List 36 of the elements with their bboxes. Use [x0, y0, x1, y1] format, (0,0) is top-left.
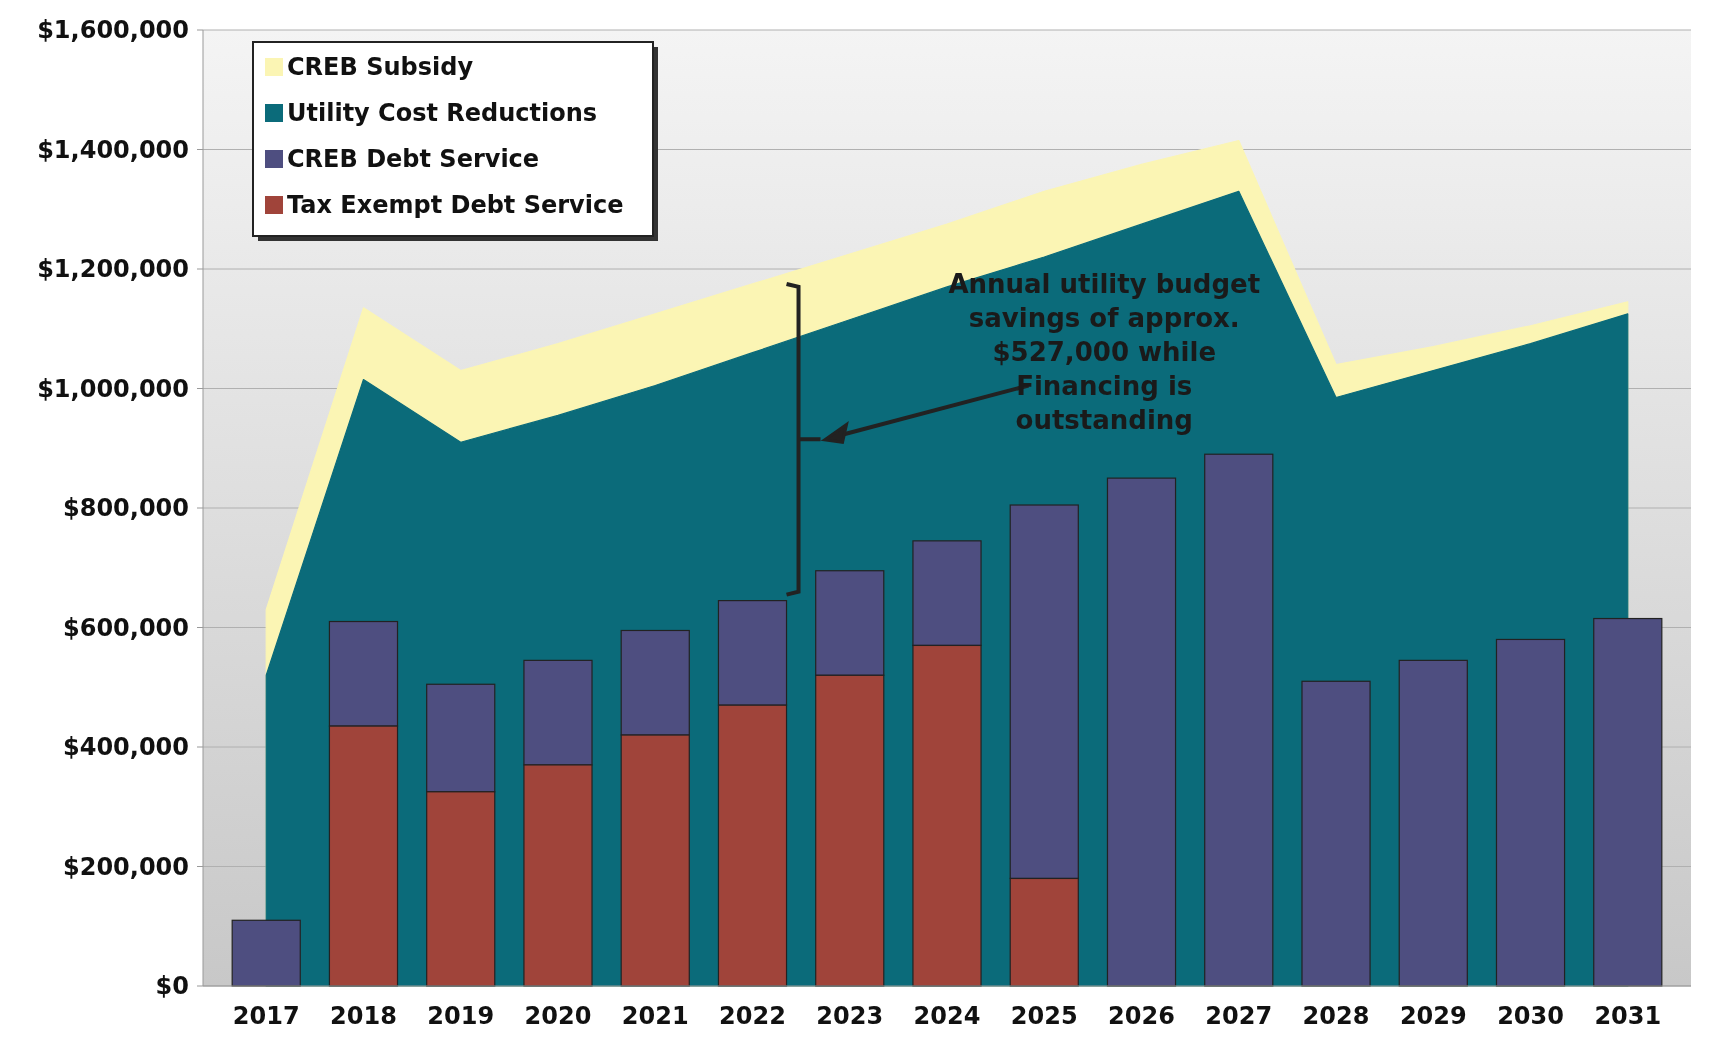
y-tick-label: $1,000,000 [37, 374, 189, 403]
legend-label: Tax Exempt Debt Service [287, 191, 624, 220]
bar [1301, 680, 1371, 987]
y-tick-label: $1,400,000 [37, 135, 189, 164]
x-tick-label: 2030 [1497, 1002, 1564, 1030]
x-tick-label: 2020 [524, 1002, 592, 1030]
bar [1204, 453, 1274, 987]
y-tick-label: $800,000 [62, 494, 189, 523]
annotation: Annual utility budget savings of approx. $527,000 while Financing is outstanding [948, 269, 1261, 435]
x-tick-label: 2024 [913, 1002, 981, 1030]
x-tick-label: 2018 [330, 1002, 397, 1030]
x-tick-label: 2025 [1010, 1002, 1078, 1030]
y-tick-label: $0 [155, 972, 189, 1001]
bar [231, 919, 301, 987]
x-tick-label: 2019 [427, 1002, 495, 1030]
x-tick-label: 2022 [719, 1002, 786, 1030]
y-tick-label: $1,200,000 [37, 255, 189, 284]
y-tick-label: $600,000 [62, 613, 189, 642]
bar [1106, 477, 1177, 987]
bar [1398, 659, 1468, 987]
x-tick-label: 2028 [1302, 1002, 1370, 1030]
x-tick-label: 2021 [621, 1002, 689, 1030]
y-tick-label: $200,000 [62, 852, 189, 881]
legend-label: Utility Cost Reductions [287, 99, 598, 128]
y-tick-label: $1,600,000 [37, 16, 189, 45]
x-tick-label: 2027 [1205, 1002, 1273, 1030]
bar [1593, 617, 1663, 987]
legend-label: CREB Subsidy [287, 53, 474, 82]
x-tick-label: 2031 [1594, 1002, 1662, 1030]
x-tick-label: 2026 [1108, 1002, 1175, 1030]
x-tick-label: 2023 [816, 1002, 884, 1030]
y-tick-label: $400,000 [62, 733, 189, 762]
x-tick-label: 2029 [1399, 1002, 1467, 1030]
x-tick-label: 2017 [232, 1002, 300, 1030]
bar [1495, 638, 1566, 987]
legend-label: CREB Debt Service [287, 145, 540, 174]
